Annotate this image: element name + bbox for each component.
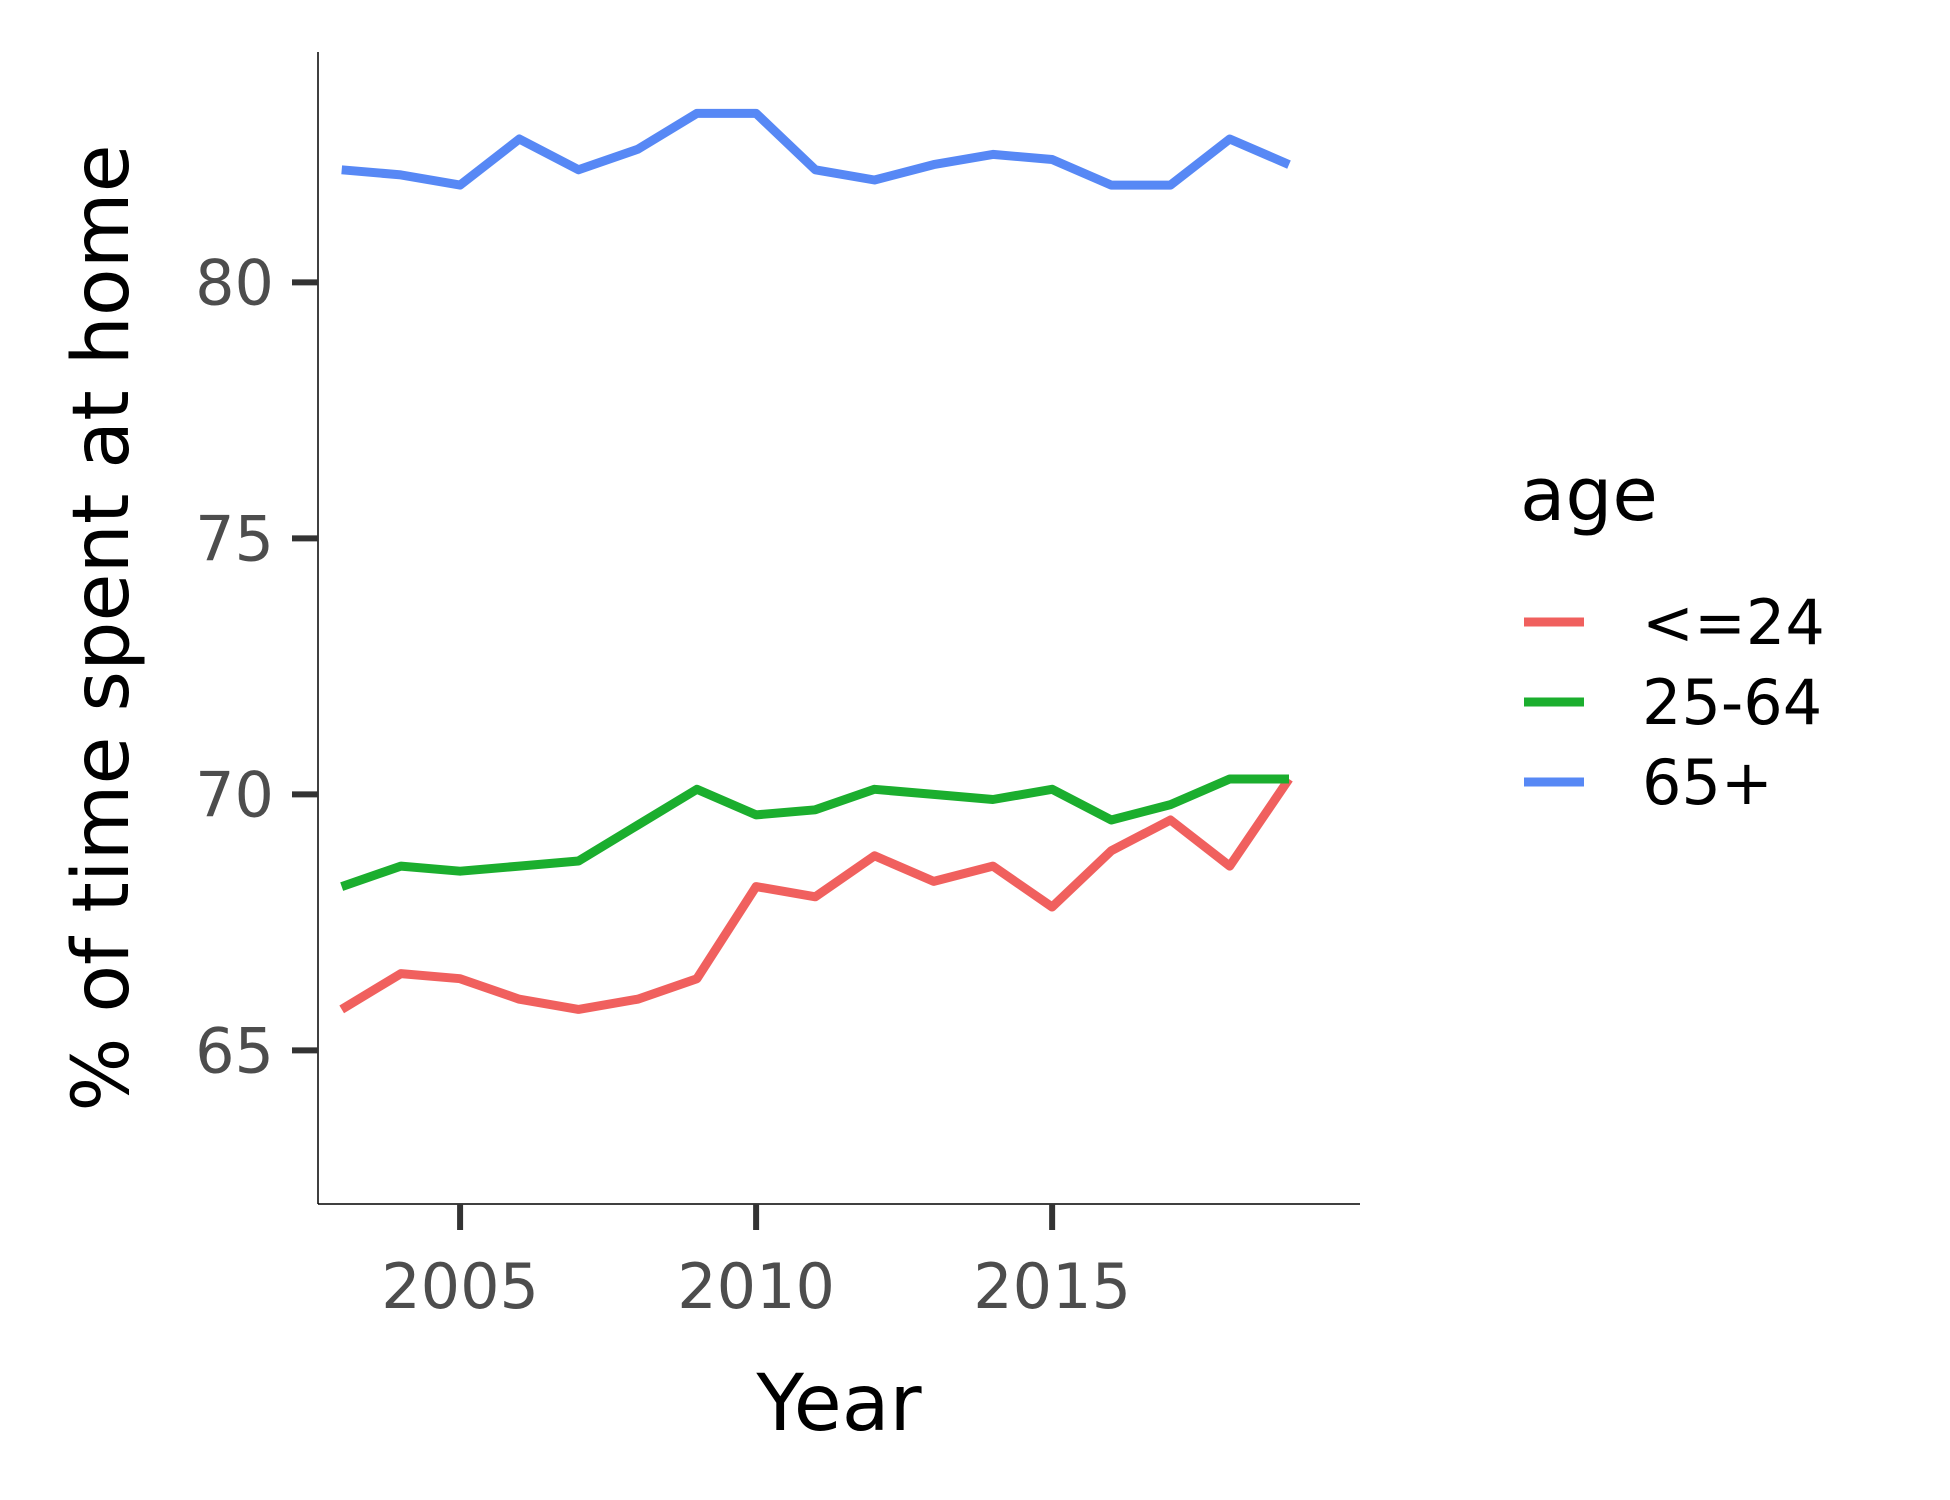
series-line-24	[339, 776, 1293, 1014]
y-tick-label: 70	[195, 758, 274, 831]
x-axis-ticks: 2005 2010 2015	[381, 1204, 1131, 1323]
x-tick-label: 2010	[677, 1250, 835, 1323]
series-line-65	[341, 108, 1291, 190]
x-axis-title: Year	[755, 1359, 922, 1449]
y-axis-title: % of time spent at home	[57, 144, 147, 1111]
legend-label: 25-64	[1642, 666, 1822, 739]
series-lines	[339, 108, 1293, 1014]
y-tick-label: 75	[195, 502, 274, 575]
legend-title: age	[1520, 452, 1658, 538]
legend-label: <=24	[1642, 586, 1825, 659]
y-axis-ticks: 65 70 75 80	[195, 246, 318, 1087]
plot-area: 65 70 75 80 2005 2010 2015	[195, 52, 1360, 1323]
x-tick-label: 2015	[973, 1250, 1131, 1323]
legend-label: 65+	[1642, 746, 1773, 819]
y-tick-label: 80	[195, 246, 274, 319]
y-tick-label: 65	[195, 1014, 274, 1087]
x-tick-label: 2005	[381, 1250, 539, 1323]
series-line-25-64	[340, 774, 1289, 891]
